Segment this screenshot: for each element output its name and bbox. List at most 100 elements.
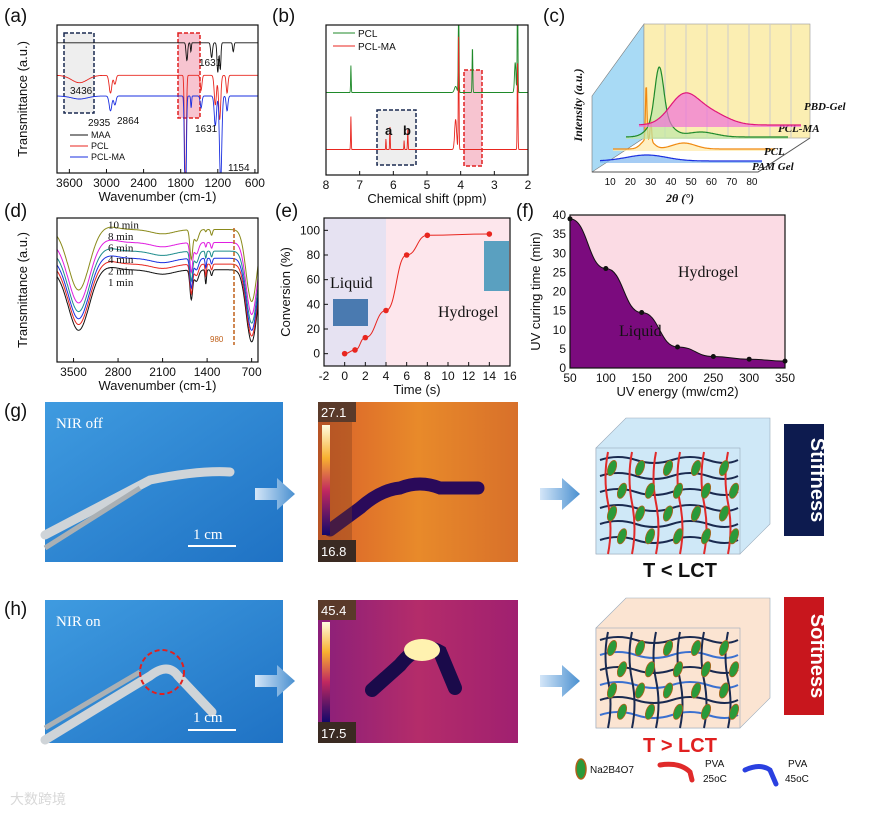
x-tick-label: 0 — [341, 369, 348, 383]
borax-crosslink — [728, 482, 740, 499]
diagram-legend: Na2B4O7 PVA 25oC PVA 45oC — [575, 758, 809, 787]
series-label: PAM Gel — [752, 161, 795, 173]
peak-label-a: a — [385, 123, 393, 138]
temp-max: 27.1 — [321, 405, 346, 420]
temp-max: 45.4 — [321, 603, 346, 618]
y-tick-label: 35 — [553, 227, 567, 241]
panel-b-nmr: 8 7 6 5 4 3 2 Chemical shift (ppm) PCL PCL-MA a b — [323, 24, 532, 206]
data-point — [486, 231, 493, 237]
x-tick-label: 3000 — [93, 176, 120, 190]
borax-crosslink — [606, 459, 618, 477]
y-tick-label: 5 — [559, 342, 566, 356]
borax-crosslink — [662, 459, 674, 477]
arrow-icon — [540, 478, 580, 510]
borax-crosslink — [672, 528, 684, 545]
arrow-icon — [255, 478, 295, 510]
borax-crosslink — [662, 639, 674, 657]
region-liquid — [324, 218, 386, 366]
peak-label: 3436 — [70, 86, 93, 97]
x-tick-label: 50 — [563, 371, 577, 385]
x-tick-label: 150 — [632, 371, 652, 385]
borax-crosslink — [606, 682, 618, 699]
peak-label: 2864 — [117, 116, 140, 127]
x-tick-label: 14 — [483, 369, 497, 383]
x-tick-label: 6 — [403, 369, 410, 383]
borax-crosslink — [672, 482, 684, 499]
y-axis-label: UV curing time (min) — [528, 232, 543, 350]
pva-chain — [652, 631, 660, 729]
gel-strip-bent — [40, 664, 217, 745]
series-pcl — [613, 87, 775, 150]
gel-strip — [40, 467, 235, 540]
hotspot — [404, 639, 440, 661]
pva-25-icon — [657, 761, 695, 783]
y-axis-label: Transmittance (a.u.) — [15, 41, 30, 157]
x-tick-label: 2 — [362, 369, 369, 383]
y-tick-label: 30 — [553, 246, 567, 260]
borax-crosslink — [728, 703, 740, 720]
temp-min-bg — [318, 722, 356, 743]
borax-crosslink — [634, 639, 646, 657]
stiffness-badge — [784, 424, 824, 536]
arrow-icon — [255, 665, 295, 697]
region-label-hydrogel: Hydrogel — [678, 264, 739, 281]
region-label-hydrogel: Hydrogel — [438, 304, 499, 321]
scale-label: 1 cm — [193, 527, 223, 543]
series-1-min — [56, 267, 259, 343]
plot-frame — [325, 24, 529, 176]
x-tick-label: 700 — [242, 365, 262, 379]
softness-badge — [784, 597, 824, 715]
temp-min: 17.5 — [321, 726, 346, 741]
plot-frame — [323, 217, 511, 367]
peak-label: 1631 — [199, 58, 222, 69]
arrow-icon — [540, 665, 580, 697]
pva-25-name: PVA — [705, 759, 725, 770]
x-tick-label: 4 — [383, 369, 390, 383]
borax-crosslink — [616, 482, 628, 499]
x-tick-label: 60 — [706, 177, 718, 188]
pva-chain — [599, 520, 739, 528]
series-pcl-ma — [626, 66, 788, 138]
borax-crosslink — [644, 703, 656, 720]
x-tick-label: 3 — [491, 178, 498, 192]
borax-crosslink — [634, 459, 646, 477]
legend-label: PCL — [91, 141, 109, 151]
series-fill — [639, 92, 801, 127]
photo-nir-off — [45, 402, 283, 562]
plot-frame — [56, 217, 259, 363]
data-point — [424, 232, 431, 239]
series-label: 4 min — [108, 254, 134, 266]
x-tick-label: 100 — [596, 371, 616, 385]
data-point — [341, 350, 348, 357]
legend-label: MAA — [91, 130, 111, 140]
network-diagram-stiff — [595, 417, 771, 555]
borax-crosslink — [728, 661, 740, 678]
y-tick-label: 40 — [553, 208, 567, 222]
data-point — [352, 347, 358, 353]
pva-chain — [599, 472, 739, 480]
peak-label: 2935 — [88, 118, 111, 129]
plot-frame — [569, 214, 786, 369]
borax-crosslink — [690, 639, 702, 657]
series-pcl — [56, 74, 258, 174]
borax-crosslink — [700, 528, 712, 545]
y-tick-label: 0 — [313, 347, 320, 361]
row-h: NIR on 1 cm 45.4 17.5 Softness T > LCT — [40, 597, 828, 757]
colorbar — [322, 425, 330, 535]
borax-crosslink — [634, 682, 646, 699]
panel-label-b: (b) — [272, 6, 295, 27]
nir-on-label: NIR on — [56, 614, 101, 630]
x-tick-label: 8 — [323, 178, 330, 192]
borax-crosslink — [662, 505, 674, 522]
x-tick-label: 350 — [775, 371, 795, 385]
borax-crosslink — [662, 682, 674, 699]
x-tick-label: 2100 — [149, 365, 176, 379]
y-tick-label: 100 — [300, 223, 320, 237]
scale-label: 1 cm — [193, 710, 223, 726]
borax-crosslink — [672, 661, 684, 678]
x-axis-label: Wavenumber (cm-1) — [99, 378, 217, 393]
borax-crosslink — [606, 505, 618, 522]
highlight-box-vinyl — [376, 109, 417, 166]
